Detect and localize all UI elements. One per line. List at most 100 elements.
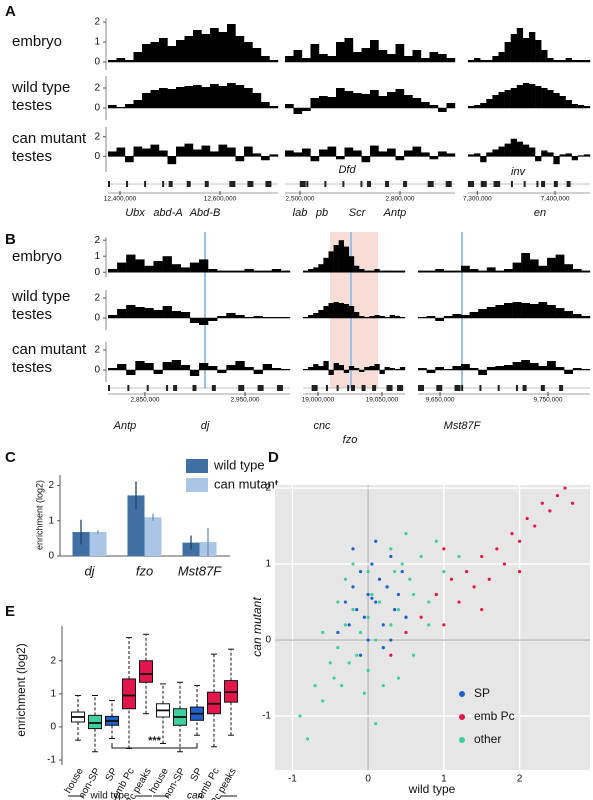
signal-bar (541, 150, 548, 157)
point (374, 539, 378, 543)
signal-bar (361, 156, 371, 163)
signal-bar (555, 254, 565, 273)
signal-bar (285, 150, 294, 157)
signal-bar (159, 38, 168, 62)
point (396, 608, 401, 612)
point (377, 577, 382, 581)
point (336, 630, 340, 635)
signal-bar (559, 60, 566, 62)
signal-bar (516, 141, 524, 157)
panel-label: C (5, 449, 16, 466)
signal-bar (135, 361, 145, 370)
signal-bar (235, 156, 245, 162)
signal-bar (262, 270, 272, 273)
signal-bar (541, 88, 548, 108)
gene-model (127, 385, 130, 391)
panel-label: E (5, 603, 15, 620)
gene-model (336, 385, 339, 391)
signal-bar (244, 42, 253, 62)
signal-bar (244, 146, 253, 157)
signal-bar (535, 40, 542, 62)
y-tick-label: 1 (94, 251, 100, 262)
signal-bar (512, 302, 522, 318)
signal-bar (333, 302, 339, 318)
point (313, 684, 317, 688)
signal-bar (547, 361, 556, 370)
signal-bar (469, 368, 479, 370)
gene-model (146, 385, 149, 391)
point (374, 600, 378, 604)
signal-bar (521, 253, 530, 273)
y-axis-label: enrichment (log2) (14, 643, 28, 736)
y-tick-label: 2 (94, 293, 100, 304)
point (449, 577, 454, 581)
signal-bar (153, 261, 163, 273)
signal-bar (135, 307, 145, 318)
box (88, 714, 102, 730)
signal-bar (504, 365, 513, 370)
signal-bar (308, 269, 314, 273)
signal-bar (577, 155, 585, 157)
point (442, 547, 446, 551)
gene-model (126, 181, 129, 187)
signal-bar (535, 156, 542, 162)
signal-bar (227, 147, 236, 157)
point (366, 570, 370, 574)
signal-bar (461, 265, 470, 273)
y-tick-label: 1 (48, 515, 54, 526)
row-label: embryo (12, 33, 62, 50)
signal-bar (116, 58, 126, 62)
signal-bar (418, 368, 427, 370)
gene-model (397, 385, 404, 391)
signal-bar (303, 369, 309, 370)
signal-bar (510, 34, 517, 62)
signal-bar (418, 270, 427, 273)
y-tick-label: -1 (47, 755, 56, 766)
point (298, 714, 302, 718)
point (434, 539, 438, 543)
signal-bar (480, 156, 487, 163)
point (370, 592, 374, 597)
signal-bar (378, 96, 388, 108)
signal-bar (253, 270, 263, 273)
signal-bar (323, 257, 329, 273)
point (396, 592, 401, 597)
point (305, 737, 310, 741)
signal-bar (370, 90, 379, 108)
signal-bar (226, 313, 236, 318)
signal-bar (529, 304, 539, 318)
gene-model (386, 385, 393, 391)
signal-bar (399, 367, 406, 370)
signal-bar (338, 240, 344, 273)
signal-bar (217, 316, 227, 318)
gene-model (436, 385, 443, 391)
signal-bar (559, 96, 566, 108)
point (411, 592, 416, 597)
signal-bar (389, 315, 395, 318)
signal-bar (577, 60, 585, 62)
signal-bar (153, 370, 163, 374)
signal-bar (510, 138, 517, 157)
y-tick-label: 0 (50, 722, 56, 733)
gene-label: Antp (113, 420, 137, 432)
point (351, 585, 355, 589)
gene-model (461, 385, 464, 391)
y-tick-label: 2 (50, 655, 56, 666)
signal-bar (167, 156, 177, 165)
signal-bar (565, 58, 572, 62)
signal-bar (555, 308, 565, 318)
signal-bar (354, 265, 360, 273)
gene-model (324, 181, 327, 187)
signal-bar (395, 156, 405, 161)
gene-model (351, 385, 355, 391)
signal-bar (535, 86, 542, 108)
signal-bar (370, 145, 379, 157)
signal-bar (343, 304, 350, 318)
signal-bar (210, 84, 219, 108)
signal-bar (486, 60, 493, 62)
signal-bar (374, 364, 380, 370)
signal-bar (271, 368, 282, 370)
point (411, 653, 416, 657)
group-label: wild type (90, 791, 130, 800)
